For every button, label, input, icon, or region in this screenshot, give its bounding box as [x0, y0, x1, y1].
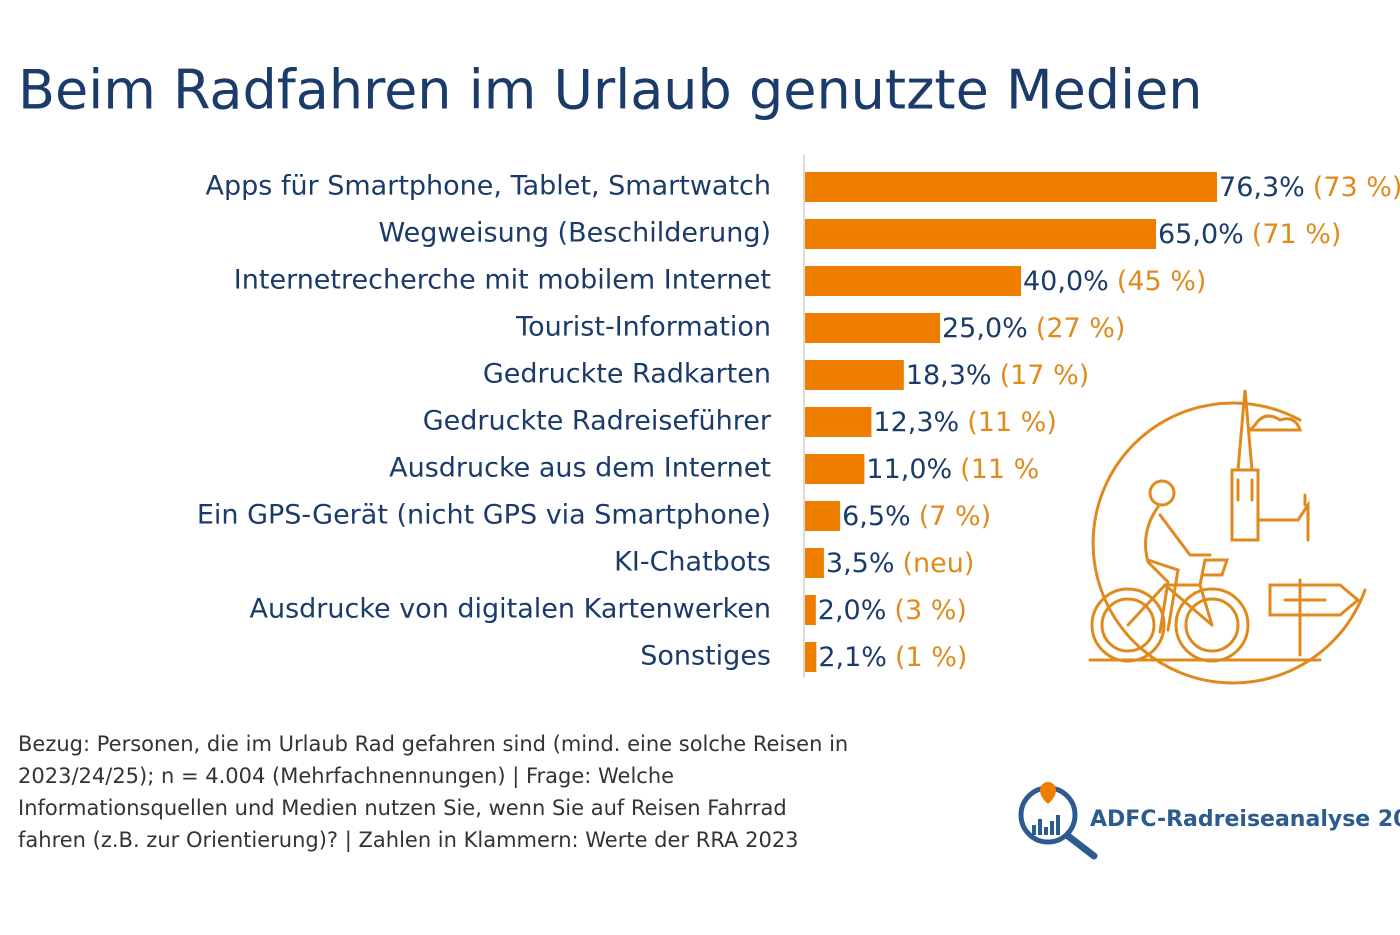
- category-label: Sonstiges: [640, 641, 771, 672]
- value-label: 65,0% (71 %): [1158, 219, 1341, 250]
- bar: [805, 313, 940, 343]
- previous-value-label: (17 %): [1000, 360, 1090, 391]
- previous-value-label: (1 %): [895, 642, 967, 673]
- previous-value-label: (71 %): [1252, 219, 1342, 250]
- bar: [805, 266, 1021, 296]
- previous-value-label: (neu): [903, 548, 975, 579]
- bar: [805, 595, 816, 625]
- bar: [805, 407, 872, 437]
- value-label: 76,3%: [1219, 172, 1305, 203]
- logo-bars: [1032, 815, 1060, 835]
- category-label: Wegweisung (Beschilderung): [378, 218, 771, 249]
- category-label: Tourist-Information: [515, 312, 771, 343]
- value-label: 11,0% (11 %: [866, 454, 1039, 485]
- category-label: Internetrecherche mit mobilem Internet: [234, 265, 771, 296]
- value-label: 2,1% (1 %): [818, 642, 967, 673]
- previous-value-label: (11 %: [960, 454, 1039, 485]
- previous-value-label: (45 %): [1117, 266, 1207, 297]
- bar: [805, 501, 841, 531]
- footnote: Bezug: Personen, die im Urlaub Rad gefah…: [18, 732, 848, 756]
- value-label: 11,0%: [866, 454, 952, 485]
- bar: [805, 172, 1218, 202]
- previous-value-label: (7 %): [919, 501, 991, 532]
- category-label: Apps für Smartphone, Tablet, Smartwatch: [206, 171, 771, 202]
- value-label: 76,3% (73 %): [1219, 172, 1400, 203]
- value-label: 18,3% (17 %): [906, 360, 1089, 391]
- logo: ADFC-Radreiseanalyse 2025: [1018, 782, 1400, 860]
- footnote: Informationsquellen und Medien nutzen Si…: [18, 796, 787, 820]
- previous-value-label: (3 %): [894, 595, 966, 626]
- category-label: Ausdrucke von digitalen Kartenwerken: [249, 594, 771, 625]
- value-label: 18,3%: [906, 360, 992, 391]
- value-label: 6,5% (7 %): [842, 501, 991, 532]
- value-label: 2,0%: [818, 595, 887, 626]
- previous-value-label: (27 %): [1036, 313, 1126, 344]
- chart-title: Beim Radfahren im Urlaub genutzte Medien: [18, 59, 1203, 122]
- previous-value-label: (11 %): [967, 407, 1057, 438]
- bar: [805, 219, 1156, 249]
- bar: [805, 454, 865, 484]
- logo-text: ADFC-Radreiseanalyse 2025: [1090, 807, 1400, 832]
- value-label: 2,0% (3 %): [818, 595, 967, 626]
- value-label: 40,0% (45 %): [1023, 266, 1206, 297]
- footnote: 2023/24/25); n = 4.004 (Mehrfachnennunge…: [18, 764, 674, 789]
- category-label: Gedruckte Radreiseführer: [423, 406, 772, 437]
- category-label: Ein GPS-Gerät (nicht GPS via Smartphone): [197, 500, 771, 531]
- value-label: 2,1%: [818, 642, 887, 673]
- logo-pin: [1040, 782, 1056, 804]
- value-label: 65,0%: [1158, 219, 1244, 250]
- value-label: 25,0% (27 %): [942, 313, 1125, 344]
- previous-value-label: (73 %): [1313, 172, 1400, 203]
- footnote: fahren (z.B. zur Orientierung)? | Zahlen…: [18, 828, 799, 853]
- illustration: [1088, 389, 1367, 685]
- value-label: 3,5%: [826, 548, 895, 579]
- bar: [805, 642, 817, 672]
- value-label: 12,3%: [873, 407, 959, 438]
- value-label: 6,5%: [842, 501, 911, 532]
- bar: [805, 548, 824, 578]
- category-label: KI-Chatbots: [614, 547, 771, 578]
- value-label: 3,5% (neu): [826, 548, 975, 579]
- category-label: Gedruckte Radkarten: [483, 359, 771, 390]
- category-label: Ausdrucke aus dem Internet: [389, 453, 771, 484]
- value-label: 12,3% (11 %): [873, 407, 1056, 438]
- value-label: 25,0%: [942, 313, 1028, 344]
- value-label: 40,0%: [1023, 266, 1109, 297]
- logo-handle: [1064, 832, 1098, 860]
- bar: [805, 360, 904, 390]
